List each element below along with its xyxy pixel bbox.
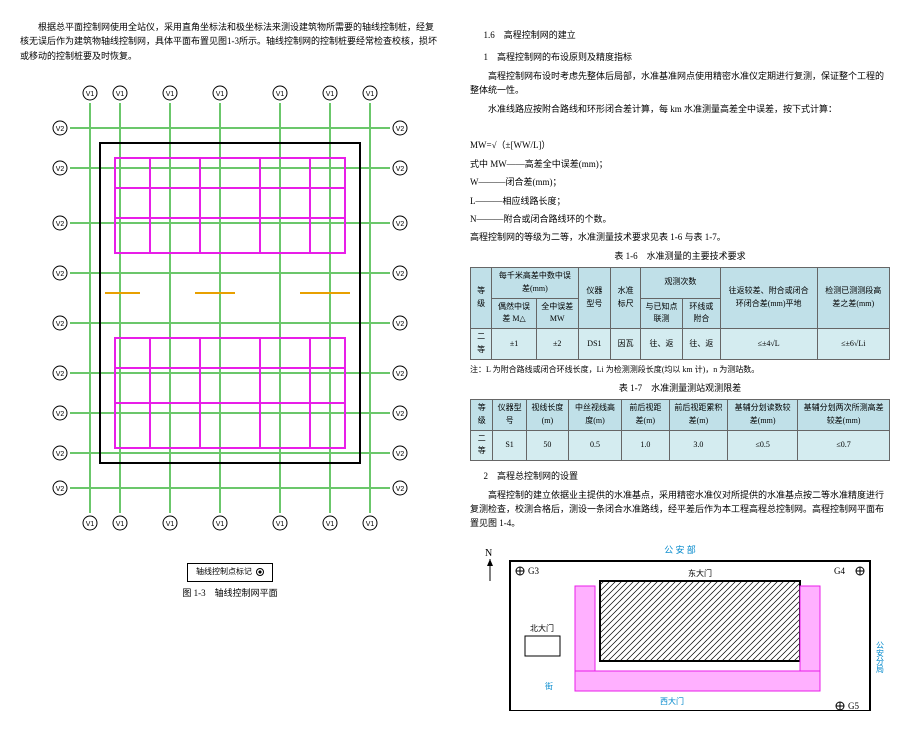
svg-text:V1: V1 [326, 91, 335, 98]
para-elevation-1: 高程控制网布设时考虑先整体后局部，水准基准网点使用精密水准仪定期进行复测，保证整… [470, 69, 890, 98]
svg-text:V1: V1 [86, 521, 95, 528]
svg-text:V2: V2 [396, 486, 405, 493]
svg-text:N: N [485, 548, 492, 559]
svg-text:V2: V2 [396, 451, 405, 458]
right-column: 1.6 高程控制网的建立 1 高程控制网的布设原则及精度指标 高程控制网布设时考… [470, 20, 890, 711]
axis-control-diagram: V1 V1 V1 V1 V1 V1 V1 V1 V1 V1 V1 V1 V1 V… [20, 73, 440, 600]
subsection-2: 2 高程总控制网的设置 [470, 469, 890, 483]
svg-text:V2: V2 [56, 411, 65, 418]
table-1-6-caption: 表 1-6 水准测量的主要技术要求 [470, 249, 890, 263]
fig-caption-1-3: 图 1-3 轴线控制网平面 [20, 586, 440, 600]
svg-text:V2: V2 [56, 321, 65, 328]
svg-text:G5: G5 [848, 701, 859, 711]
svg-text:V2: V2 [396, 126, 405, 133]
svg-text:V1: V1 [166, 91, 175, 98]
def-1: W———闭合差(mm)； [470, 175, 890, 189]
svg-text:V1: V1 [166, 521, 175, 528]
svg-text:G4: G4 [834, 566, 845, 576]
svg-text:北大门: 北大门 [530, 623, 554, 633]
table-1-7-caption: 表 1-7 水准测量测站观测限差 [470, 381, 890, 395]
svg-text:V2: V2 [56, 451, 65, 458]
def-3: N———附合或闭合路线环的个数。 [470, 212, 890, 226]
svg-text:G3: G3 [528, 566, 539, 576]
para-elevation-3: 高程控制的建立依据业主提供的水准基点，采用精密水准仪对所提供的水准基点按二等水准… [470, 488, 890, 531]
def-0: 式中 MW——高差全中误差(mm)； [470, 157, 890, 171]
svg-text:东大门: 东大门 [688, 568, 712, 578]
para-elevation-2: 水准线路应按附合路线和环形闭合差计算，每 km 水准测量高差全中误差，按下式计算… [470, 102, 890, 116]
table-1-6-note: 注：L 为附合路线或闭合环线长度，Li 为检测测段长度(均以 km 计)，n 为… [470, 364, 890, 377]
section-1-6: 1.6 高程控制网的建立 [470, 28, 890, 42]
svg-text:V2: V2 [56, 126, 65, 133]
svg-text:街: 街 [545, 681, 553, 691]
svg-text:V2: V2 [396, 221, 405, 228]
legend: 轴线控制点标记 [187, 563, 273, 582]
def-2: L———相应线路长度； [470, 194, 890, 208]
svg-text:V1: V1 [86, 91, 95, 98]
svg-text:V2: V2 [56, 271, 65, 278]
svg-text:V1: V1 [276, 521, 285, 528]
svg-text:V2: V2 [56, 166, 65, 173]
elevation-control-diagram: N 公 安 部 G3 G4 G5 [470, 541, 890, 711]
svg-text:V1: V1 [276, 91, 285, 98]
label-gongan: 公 安 部 [664, 544, 696, 555]
svg-text:V2: V2 [396, 321, 405, 328]
svg-text:V1: V1 [116, 521, 125, 528]
svg-text:V1: V1 [366, 521, 375, 528]
subsection-1: 1 高程控制网的布设原则及精度指标 [470, 50, 890, 64]
svg-text:V1: V1 [216, 91, 225, 98]
svg-text:V2: V2 [56, 221, 65, 228]
svg-text:V2: V2 [396, 166, 405, 173]
formula-mw: MW=√（±[WW/L]） [470, 138, 890, 152]
svg-text:V2: V2 [396, 371, 405, 378]
svg-text:V2: V2 [56, 486, 65, 493]
table-1-7: 等级 仪器型号 视线长度(m) 中丝视线高度(m) 前后视距差(m) 前后视距累… [470, 399, 890, 461]
svg-text:公安分局: 公安分局 [876, 641, 885, 674]
svg-text:V1: V1 [326, 521, 335, 528]
svg-text:V1: V1 [116, 91, 125, 98]
svg-text:V2: V2 [396, 271, 405, 278]
def-4: 高程控制网的等级为二等，水准测量技术要求见表 1-6 与表 1-7。 [470, 230, 890, 244]
svg-text:V1: V1 [366, 91, 375, 98]
left-column: 根据总平面控制网使用全站仪，采用直角坐标法和极坐标法来测设建筑物所需要的轴线控制… [20, 20, 440, 711]
svg-text:V2: V2 [396, 411, 405, 418]
table-1-6: 等级 每千米高差中数中误差(mm) 仪器型号 水准标尺 观测次数 往返较差、附合… [470, 267, 890, 360]
svg-text:V1: V1 [216, 521, 225, 528]
svg-text:V2: V2 [56, 371, 65, 378]
svg-text:西大门: 西大门 [660, 696, 684, 706]
para-intro: 根据总平面控制网使用全站仪，采用直角坐标法和极坐标法来测设建筑物所需要的轴线控制… [20, 20, 440, 63]
